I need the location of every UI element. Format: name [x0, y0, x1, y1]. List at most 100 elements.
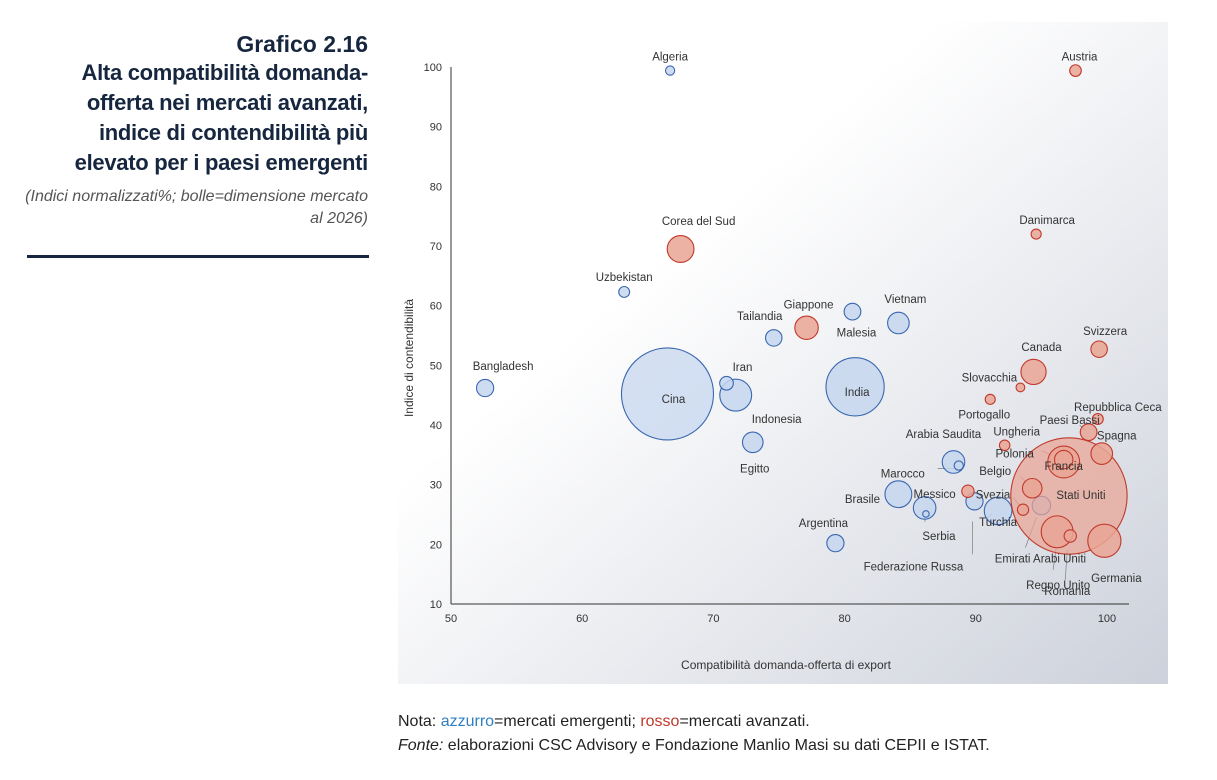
nota-blue-word: azzurro — [440, 713, 495, 730]
bubble-polonia — [1053, 449, 1074, 470]
bubble-giappone — [794, 315, 819, 341]
nota-line: Nota: azzurro=mercati emergenti; rosso=m… — [398, 710, 990, 734]
x-tick-label: 90 — [970, 613, 982, 625]
x-tick-label: 70 — [707, 613, 719, 625]
label-arabia-saudita: Arabia Saudita — [906, 429, 982, 441]
label-indonesia: Indonesia — [752, 414, 802, 426]
label-canada: Canada — [1021, 342, 1062, 354]
bubble-corea-del-sud — [666, 235, 695, 263]
label-romania: Romania — [1044, 586, 1091, 598]
label-corea-del-sud: Corea del Sud — [662, 216, 736, 228]
label-argentina: Argentina — [799, 518, 849, 530]
label-paesi-bassi: Paesi Bassi — [1040, 415, 1100, 427]
y-tick-label: 90 — [430, 122, 442, 134]
label-regno-unito: Regno Unito — [1026, 580, 1090, 592]
chart-title: Alta compatibilità domanda-offerta nei m… — [74, 60, 369, 175]
bubble-ungheria — [998, 439, 1011, 452]
bubble-bangladesh — [475, 378, 495, 398]
fonte-text: elaborazioni CSC Advisory e Fondazione M… — [443, 737, 990, 754]
bubble-turchia — [983, 496, 1013, 526]
label-tailandia: Tailandia — [737, 311, 783, 323]
label-serbia: Serbia — [922, 531, 956, 543]
bubble-svezia — [1016, 503, 1030, 516]
bubble-romania — [1063, 529, 1077, 543]
label-federazione-russa: Federazione Russa — [864, 561, 964, 573]
y-tick-label: 20 — [430, 539, 442, 551]
label-vietnam: Vietnam — [884, 294, 926, 306]
bubble-danimarca — [1030, 228, 1042, 240]
y-tick-label: 40 — [430, 420, 442, 432]
bubble-vietnam — [887, 311, 910, 335]
bubble-slovacchia — [1015, 382, 1026, 393]
bubble-spagna — [1090, 442, 1114, 465]
leader-line-romania — [1064, 549, 1068, 581]
label-belgio: Belgio — [979, 466, 1011, 478]
y-tick-label: 70 — [430, 241, 442, 253]
bubble-canada — [1020, 358, 1047, 386]
bubble-uzbekistan — [618, 285, 631, 298]
y-tick-label: 30 — [430, 480, 442, 492]
x-tick-label: 60 — [576, 613, 588, 625]
x-tick-label: 80 — [838, 613, 850, 625]
label-bangladesh: Bangladesh — [473, 361, 534, 373]
label-francia: Francia — [1045, 461, 1084, 473]
bubble-austria — [1069, 64, 1082, 77]
y-tick-label: 100 — [424, 62, 442, 74]
bubble-portogallo — [984, 393, 996, 405]
bubble-india — [825, 357, 885, 417]
bubble-argentina — [826, 533, 845, 553]
label-spagna: Spagna — [1097, 431, 1137, 443]
label-austria: Austria — [1062, 52, 1098, 64]
label-algeria: Algeria — [652, 52, 688, 64]
label-egitto: Egitto — [740, 463, 769, 475]
bubble-paesi-bassi — [1079, 423, 1098, 442]
label-giappone: Giappone — [784, 300, 834, 312]
bubble-chart: 10 20 30 40 50 60 70 80 90 100 50 60 70 80 90 100 Cina I… — [398, 22, 1168, 684]
bubble-repubblica-ceca — [1091, 413, 1104, 426]
bubble-tailandia — [764, 329, 783, 347]
y-tick-label: 50 — [430, 360, 442, 372]
label-brasile: Brasile — [845, 494, 880, 506]
x-tick-label: 100 — [1098, 613, 1116, 625]
label-svezia: Svezia — [976, 490, 1011, 502]
bubble-iran — [719, 375, 734, 391]
bubble-germania — [1087, 523, 1122, 558]
label-turchia: Turchia — [979, 517, 1018, 529]
label-slovacchia: Slovacchia — [962, 372, 1018, 384]
bubble-messico — [912, 496, 937, 520]
bubble-egitto — [741, 431, 764, 454]
label-messico: Messico — [914, 489, 956, 501]
notes: Nota: azzurro=mercati emergenti; rosso=m… — [398, 710, 990, 758]
bubble-malesia — [843, 302, 862, 321]
nota-blue-text: =mercati emergenti; — [494, 713, 641, 730]
y-tick-label: 10 — [430, 599, 442, 611]
label-stati-uniti: Stati Uniti — [1056, 490, 1105, 502]
nota-prefix: Nota: — [398, 713, 441, 730]
label-emirati-arabi-uniti: Emirati Arabi Uniti — [995, 554, 1086, 566]
bubble-marocco — [953, 460, 964, 471]
y-axis-title: Indice di contendibilità — [402, 299, 416, 417]
label-cina: Cina — [662, 394, 686, 406]
y-tick-label: 80 — [430, 181, 442, 193]
title-divider — [27, 255, 369, 258]
bubble-belgio — [1021, 477, 1043, 499]
title-block: Grafico 2.16 Alta compatibilità domanda-… — [20, 30, 368, 230]
bubble-cina — [620, 347, 715, 441]
fonte-line: Fonte: elaborazioni CSC Advisory e Fonda… — [398, 734, 990, 758]
bubble-svizzera — [1090, 340, 1108, 359]
y-tick-label: 60 — [430, 301, 442, 313]
x-tick-label: 50 — [445, 613, 457, 625]
label-repubblica-ceca: Repubblica Ceca — [1074, 402, 1162, 414]
label-india: India — [845, 387, 871, 399]
label-ungheria: Ungheria — [993, 426, 1040, 438]
bubble-brasile — [884, 480, 913, 509]
chart-subtitle: (Indici normalizzati%; bolle=dimensione … — [25, 188, 368, 227]
label-marocco: Marocco — [881, 469, 925, 481]
label-portogallo: Portogallo — [958, 409, 1010, 421]
label-germania: Germania — [1091, 573, 1142, 585]
label-malesia: Malesia — [837, 328, 877, 340]
label-danimarca: Danimarca — [1019, 215, 1075, 227]
chart-panel: 10 20 30 40 50 60 70 80 90 100 50 60 70 80 90 100 Cina I… — [398, 22, 1168, 684]
bubble-italia — [961, 484, 975, 498]
label-uzbekistan: Uzbekistan — [596, 272, 653, 284]
